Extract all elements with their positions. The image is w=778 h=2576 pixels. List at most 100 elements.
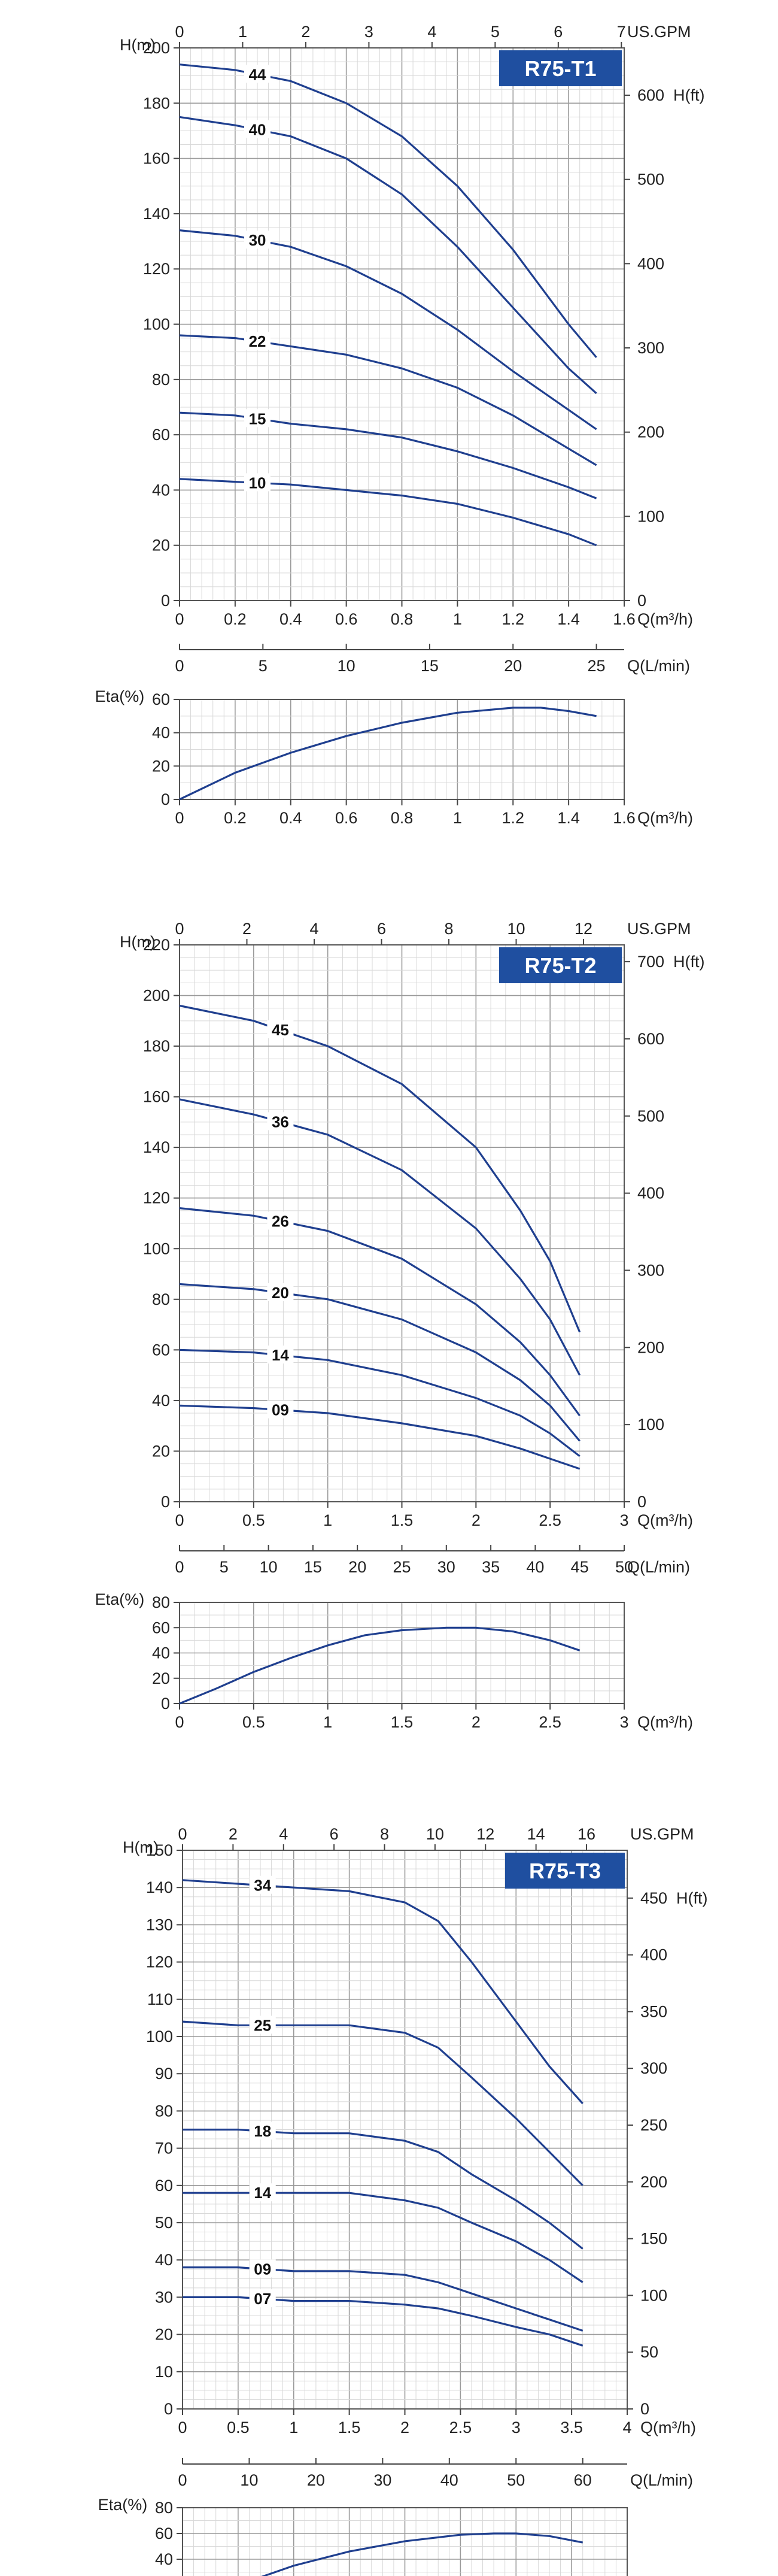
lmin-tick-label: 25 (588, 657, 606, 675)
q-axis-label: Q(m³/h) (640, 2419, 696, 2436)
eff-q-axis-label: Q(m³/h) (637, 809, 693, 827)
h-tick-label: 10 (155, 2363, 173, 2381)
h-tick-label: 120 (146, 1953, 173, 1971)
h-tick-label: 20 (152, 537, 170, 554)
head-curve-15 (179, 411, 597, 499)
curve-label-34: 34 (254, 1877, 271, 1895)
h-tick-label: 140 (143, 205, 170, 223)
eta-tick-label: 80 (152, 1593, 170, 1611)
h-tick-label: 160 (143, 150, 170, 168)
hft-axis-label: H(ft) (676, 1889, 707, 1907)
lmin-tick-label: 15 (421, 657, 439, 675)
h-tick-label: 0 (161, 1493, 170, 1511)
eta-tick-label: 60 (152, 1619, 170, 1636)
curve-label-bg (267, 1020, 294, 1039)
curve-label-bg (249, 2183, 276, 2202)
hft-tick-label: 200 (637, 423, 664, 441)
h-axis-label: H(m) (120, 933, 156, 951)
eff-q-tick-label: 2 (472, 1713, 481, 1731)
curve-label-bg (267, 1400, 294, 1419)
head-curve-36 (179, 1098, 581, 1376)
model-badge (505, 1853, 625, 1889)
q-tick-label: 1.5 (338, 2419, 361, 2436)
h-tick-label: 200 (143, 39, 170, 57)
q-tick-label: 0.8 (391, 610, 414, 628)
h-tick-label: 40 (155, 2251, 173, 2269)
curve-label-bg (244, 65, 271, 83)
gpm-tick-label: 4 (427, 23, 436, 41)
eta-tick-label: 20 (152, 1669, 170, 1687)
lmin-tick-label: 15 (304, 1558, 322, 1576)
eff-q-axis-label: Q(m³/h) (637, 1713, 693, 1731)
efficiency-curve (179, 1626, 581, 1705)
gpm-tick-label: 6 (330, 1825, 339, 1843)
gpm-tick-label: 3 (364, 23, 373, 41)
q-tick-label: 0.6 (335, 610, 358, 628)
h-tick-label: 100 (146, 2028, 173, 2045)
gpm-axis-label: US.GPM (630, 1825, 694, 1843)
h-tick-label: 0 (161, 592, 170, 610)
gpm-tick-label: 6 (377, 920, 386, 938)
curve-label-44: 44 (249, 65, 266, 83)
h-axis-label: H(m) (123, 1838, 159, 1856)
h-tick-label: 60 (152, 1341, 170, 1359)
curve-label-30: 30 (249, 231, 266, 249)
curve-label-bg (244, 231, 271, 249)
eff-q-tick-label: 0.5 (242, 1713, 265, 1731)
q-tick-label: 1.4 (557, 610, 580, 628)
gpm-tick-label: 5 (491, 23, 500, 41)
h-tick-label: 30 (155, 2288, 173, 2306)
eff-q-tick-label: 0.8 (391, 809, 414, 827)
h-tick-label: 140 (143, 1138, 170, 1156)
q-tick-label: 0.4 (279, 610, 302, 628)
hft-tick-label: 0 (640, 2400, 649, 2418)
h-tick-label: 40 (152, 1392, 170, 1410)
head-curve-26 (179, 1207, 581, 1417)
curve-label-18: 18 (254, 2122, 271, 2140)
head-curve-22 (179, 334, 597, 466)
q-tick-label: 2.5 (449, 2419, 472, 2436)
h-tick-label: 120 (143, 1189, 170, 1207)
h-tick-label: 160 (143, 1088, 170, 1106)
curve-label-09: 09 (254, 2260, 271, 2278)
lmin-tick-label: 25 (393, 1558, 411, 1576)
curve-label-bg (267, 1283, 294, 1301)
hft-tick-label: 700 (637, 953, 664, 971)
gpm-tick-label: 10 (426, 1825, 444, 1843)
curve-label-09: 09 (272, 1401, 289, 1419)
hft-tick-label: 100 (640, 2286, 667, 2304)
h-tick-label: 200 (143, 987, 170, 1005)
hft-tick-label: 400 (637, 254, 664, 272)
head-curve-10 (179, 478, 597, 547)
eff-q-tick-label: 1 (453, 809, 462, 827)
curve-label-bg (244, 120, 271, 138)
gpm-tick-label: 16 (578, 1825, 595, 1843)
hft-tick-label: 250 (640, 2116, 667, 2134)
eta-tick-label: 40 (152, 1644, 170, 1662)
h-tick-label: 110 (147, 1990, 173, 2008)
eff-q-tick-label: 0 (175, 809, 184, 827)
chart-panel-r75-t3: 0102030405060708090100110120130140150H(m… (98, 1825, 707, 2576)
lmin-tick-label: 50 (507, 2471, 525, 2489)
hft-tick-label: 600 (637, 86, 664, 104)
h-tick-label: 100 (143, 316, 170, 334)
lmin-tick-label: 40 (526, 1558, 544, 1576)
q-tick-label: 1.6 (613, 610, 636, 628)
gpm-tick-label: 1 (238, 23, 247, 41)
lmin-tick-label: 5 (259, 657, 268, 675)
q-tick-label: 2.5 (539, 1511, 561, 1529)
gpm-tick-label: 10 (507, 920, 525, 938)
hft-tick-label: 500 (637, 171, 664, 189)
hft-tick-label: 100 (637, 1416, 664, 1434)
eta-axis-label: Eta(%) (95, 687, 145, 705)
q-tick-label: 2 (400, 2419, 409, 2436)
q-tick-label: 1.2 (502, 610, 524, 628)
gpm-tick-label: 6 (554, 23, 563, 41)
eff-q-tick-label: 0.2 (224, 809, 247, 827)
q-tick-label: 3 (512, 2419, 521, 2436)
head-curve-20 (179, 1283, 581, 1442)
hft-tick-label: 50 (640, 2343, 658, 2361)
eta-tick-label: 20 (152, 757, 170, 775)
eff-q-tick-label: 1.4 (557, 809, 580, 827)
q-tick-label: 0 (175, 1511, 184, 1529)
